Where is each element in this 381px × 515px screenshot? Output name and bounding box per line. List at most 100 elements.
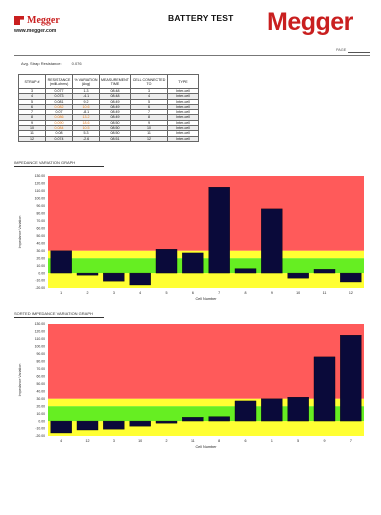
- x-tick-label: 3: [113, 439, 115, 443]
- col-header-strap: STRAP #: [18, 74, 46, 89]
- y-tick-label: 100.00: [35, 345, 45, 349]
- graph1-title: IMPEDANCE VARIATION GRAPH: [14, 160, 76, 165]
- cell-type: Inter-cell: [167, 103, 199, 111]
- y-tick-label: 0.00: [38, 271, 45, 275]
- x-tick-label: 8: [245, 291, 247, 295]
- y-tick-label: 70.00: [37, 367, 46, 371]
- bar-5: [155, 249, 178, 274]
- cell-cell: 12: [130, 135, 168, 142]
- band-region: [48, 421, 364, 436]
- y-tick-label: -20.00: [35, 286, 45, 290]
- band-region: [48, 258, 364, 274]
- bar-8: [208, 416, 230, 422]
- table-row: 8 0.086 13.2 08:49 8 Inter-cell: [18, 114, 199, 121]
- cell-res: 0.074: [45, 135, 73, 142]
- bar-9: [313, 356, 336, 422]
- table-row: 3 0.077 1.3 08:48 3 Inter-cell: [18, 87, 199, 95]
- y-tick-label: 90.00: [37, 204, 46, 208]
- table-row: 9 0.090 18.6 08:50 9 Inter-cell: [18, 119, 199, 127]
- x-tick-label: 11: [191, 439, 195, 443]
- y-tick-label: -10.00: [35, 279, 45, 283]
- bar-4: [50, 420, 72, 434]
- y-tick-label: 20.00: [37, 256, 46, 260]
- y-tick-label: 110.00: [35, 189, 45, 193]
- x-tick-label: 2: [87, 291, 89, 295]
- bar-10: [287, 272, 309, 279]
- table-row: 11 0.08 5.3 08:50 11 Inter-cell: [18, 130, 199, 137]
- bar-8: [234, 268, 257, 274]
- band-region: [48, 176, 364, 251]
- x-tick-label: 10: [296, 291, 300, 295]
- y-tick-label: 80.00: [37, 212, 46, 216]
- y-tick-label: 30.00: [37, 249, 46, 253]
- bar-6: [234, 400, 257, 422]
- band-region: [48, 273, 364, 288]
- bar-10: [129, 420, 151, 427]
- x-tick-label: 2: [166, 439, 168, 443]
- y-tick-label: 40.00: [37, 241, 46, 245]
- bar-1: [50, 250, 72, 274]
- y-tick-label: 50.00: [37, 382, 46, 386]
- avg-strap-resistance: Avg. Strap Resistance: 0.076: [21, 61, 82, 66]
- y-tick-label: 90.00: [37, 352, 46, 356]
- bar-5: [287, 397, 309, 422]
- x-tick-label: 4: [60, 439, 62, 443]
- band-region: [48, 250, 364, 259]
- bar-11: [313, 269, 336, 274]
- cell-type: Inter-cell: [167, 130, 199, 137]
- band-region: [48, 398, 364, 407]
- x-axis-label: Cell Number: [195, 445, 217, 449]
- bar-7: [208, 187, 230, 274]
- cell-type: Inter-cell: [167, 119, 199, 127]
- y-tick-label: 30.00: [37, 397, 46, 401]
- x-tick-label: 9: [324, 439, 326, 443]
- y-tick-label: 130.00: [35, 174, 45, 178]
- logo-small-text: Megger: [27, 15, 60, 26]
- cell-var: -2.6: [72, 135, 100, 142]
- bar-6: [182, 252, 204, 274]
- col-header-resistance: RESISTANCE (milli-ohms): [45, 74, 73, 89]
- table-row: 5 0.081 9.2 08:49 5 Inter-cell: [18, 98, 199, 105]
- y-tick-label: 120.00: [35, 330, 45, 334]
- y-tick-label: 40.00: [37, 389, 46, 393]
- bar-12: [340, 272, 362, 283]
- y-tick-label: 60.00: [37, 374, 46, 378]
- band-region: [48, 324, 364, 399]
- y-tick-label: 80.00: [37, 360, 46, 364]
- x-tick-label: 8: [218, 439, 220, 443]
- table-row: 10 0.084 10.5 08:50 10 Inter-cell: [18, 125, 199, 132]
- table-row: 7 0.07 -8.1 08:49 7 Inter-cell: [18, 109, 199, 116]
- x-tick-label: 12: [349, 291, 353, 295]
- y-axis-label: Impedance Variation: [18, 364, 22, 397]
- bar-1: [261, 398, 283, 422]
- bar-4: [129, 272, 151, 286]
- bar-3: [103, 420, 125, 430]
- y-tick-label: 10.00: [37, 264, 46, 268]
- y-tick-label: 10.00: [37, 412, 46, 416]
- y-tick-label: 120.00: [35, 182, 45, 186]
- x-tick-label: 12: [86, 439, 90, 443]
- avg-strap-label: Avg. Strap Resistance:: [21, 61, 62, 66]
- table-row: 6 0.082 10.6 08:49 6 Inter-cell: [18, 103, 199, 111]
- table-body: 3 0.077 1.3 08:48 3 Inter-cell 4 0.073 -4.1 08:48…: [18, 87, 199, 142]
- x-tick-label: 5: [166, 291, 168, 295]
- x-tick-label: 1: [271, 439, 273, 443]
- table-row: 4 0.073 -4.1 08:48 4 Inter-cell: [18, 93, 199, 100]
- bar-9: [261, 208, 283, 274]
- y-axis-label: Impedance Variation: [18, 216, 22, 249]
- bar-2: [76, 272, 99, 276]
- megger-logo-mark-icon: [14, 16, 24, 25]
- header-divider: [14, 55, 370, 56]
- megger-logo-large: Megger: [267, 8, 353, 36]
- y-tick-label: 70.00: [37, 219, 46, 223]
- x-axis-label: Cell Number: [195, 297, 217, 301]
- y-tick-label: -10.00: [35, 427, 45, 431]
- cell-type: Inter-cell: [167, 109, 199, 116]
- cell-type: Inter-cell: [167, 125, 199, 132]
- cell-type: Inter-cell: [167, 98, 199, 105]
- bar-2: [155, 420, 178, 424]
- col-header-cell: CELL CONNECTED TO: [130, 74, 168, 89]
- x-tick-label: 4: [139, 291, 141, 295]
- x-tick-label: 5: [297, 439, 299, 443]
- cell-time: 08:51: [99, 135, 131, 142]
